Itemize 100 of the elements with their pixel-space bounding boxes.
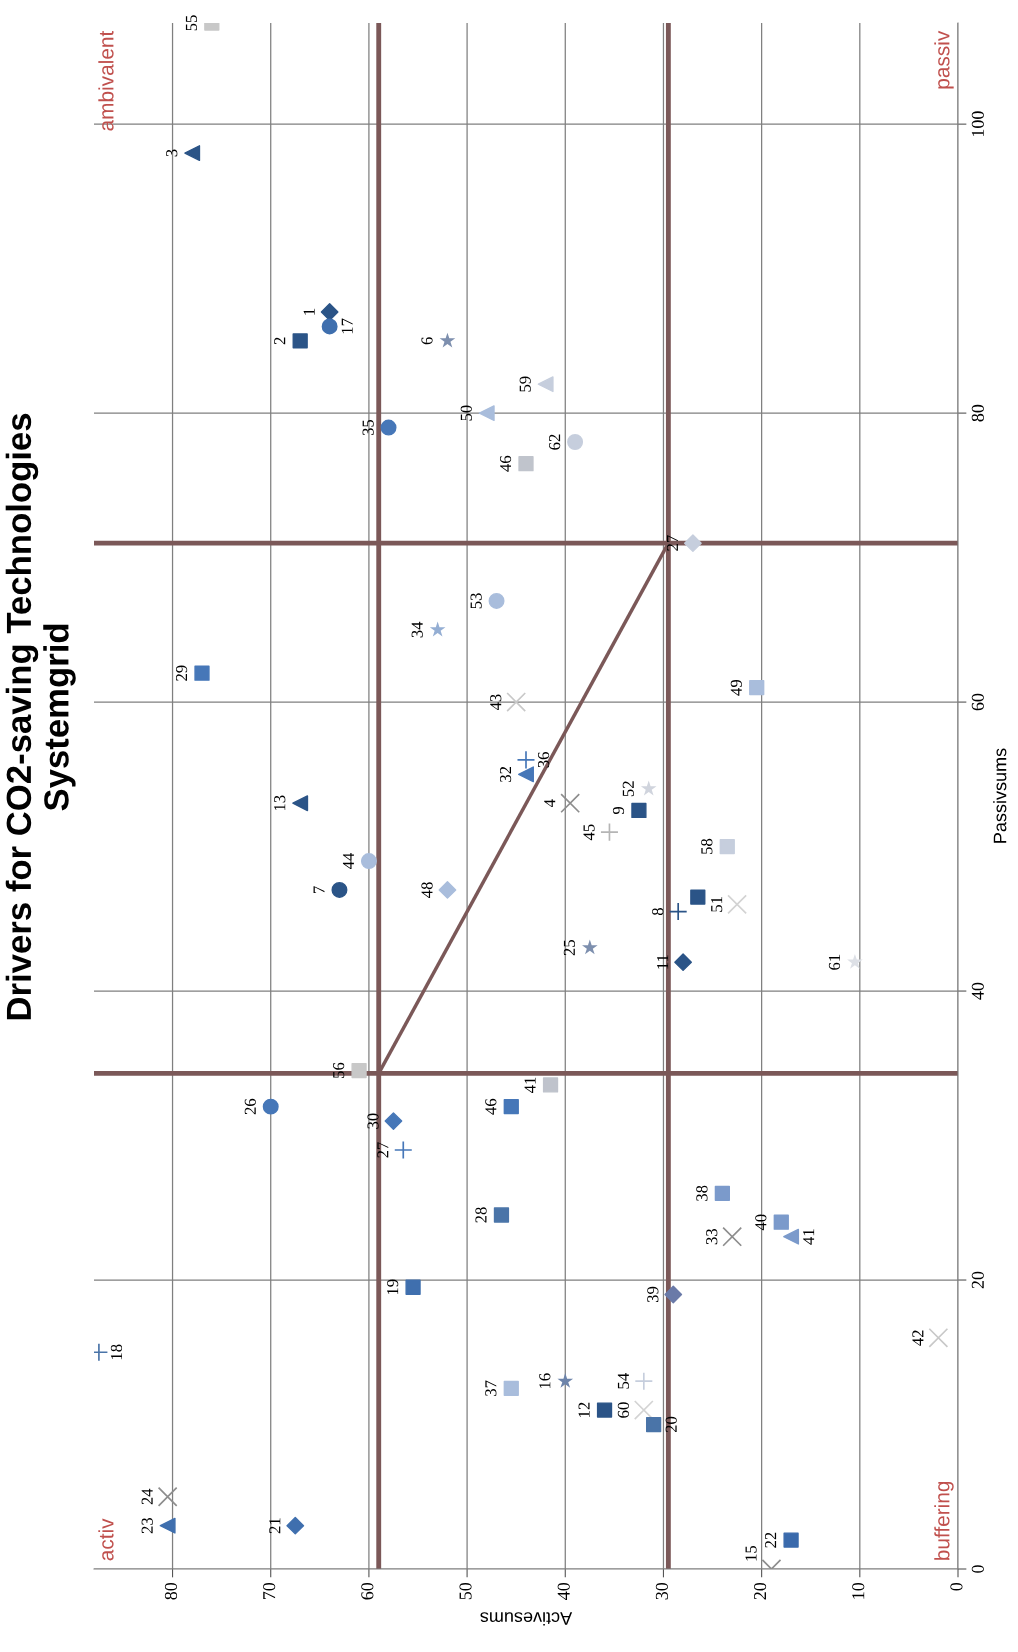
annotation: 21 bbox=[269, 1518, 281, 1534]
annotation: 56 bbox=[333, 1062, 345, 1078]
point bbox=[719, 838, 735, 855]
annotation: 6 bbox=[421, 337, 433, 345]
point bbox=[184, 145, 201, 162]
annotation: 53 bbox=[470, 593, 482, 609]
text: Drivers for CO2-saving Technologies Systemgrid bbox=[5, 413, 76, 1020]
x-tick-label: 0 bbox=[950, 1582, 963, 1591]
point bbox=[727, 894, 747, 915]
point bbox=[683, 534, 702, 553]
point bbox=[157, 1486, 178, 1507]
y-tick-label: 0 bbox=[971, 1565, 984, 1573]
annotation: 58 bbox=[701, 838, 713, 854]
annotation: 48 bbox=[421, 882, 433, 898]
annotation: 2 bbox=[274, 337, 286, 345]
y-tick-label: 100 bbox=[971, 111, 984, 137]
annotation: 46 bbox=[485, 1098, 497, 1115]
point bbox=[292, 795, 309, 812]
annotation: 28 bbox=[475, 1207, 487, 1223]
x-tick-label: 50 bbox=[459, 1582, 472, 1600]
annotation: 20 bbox=[665, 1416, 677, 1433]
annotation: 27 bbox=[666, 535, 678, 551]
annotation: 44 bbox=[342, 852, 354, 870]
annotation: 52 bbox=[622, 781, 634, 797]
point bbox=[783, 1228, 800, 1245]
y-tick-label: 60 bbox=[971, 693, 984, 711]
annotation: 41 bbox=[803, 1229, 815, 1245]
point bbox=[674, 953, 693, 972]
annotation: 45 bbox=[583, 824, 595, 841]
annotation: 62 bbox=[549, 434, 561, 450]
point bbox=[600, 822, 619, 842]
y-tick-label: 20 bbox=[971, 1271, 984, 1289]
x-tick-label: 40 bbox=[557, 1582, 570, 1600]
point bbox=[516, 750, 536, 770]
annotation: 41 bbox=[524, 1077, 536, 1093]
point bbox=[722, 1226, 743, 1247]
point bbox=[928, 1327, 949, 1348]
annotation: 17 bbox=[341, 318, 353, 334]
annotation: 51 bbox=[711, 897, 723, 912]
x-tick-label: 70 bbox=[263, 1582, 276, 1600]
annotation: 19 bbox=[387, 1279, 399, 1295]
annotation: 49 bbox=[730, 679, 742, 696]
annotation: 22 bbox=[765, 1532, 777, 1548]
point bbox=[159, 1517, 176, 1534]
annotation: ambivalent bbox=[98, 30, 114, 131]
x-tick-label: 10 bbox=[852, 1582, 865, 1599]
annotation: 23 bbox=[141, 1517, 153, 1534]
y-tick-label: 40 bbox=[971, 982, 984, 1000]
point bbox=[537, 376, 554, 393]
annotation: 34 bbox=[411, 621, 423, 638]
annotation: 36 bbox=[537, 752, 550, 768]
annotation: 61 bbox=[828, 954, 841, 970]
annotation: 37 bbox=[485, 1380, 497, 1396]
annotation: 1 bbox=[303, 308, 315, 315]
annotation: 29 bbox=[175, 665, 188, 681]
point bbox=[557, 1372, 574, 1388]
annotation: 8 bbox=[652, 908, 664, 916]
point bbox=[320, 303, 339, 321]
point bbox=[847, 953, 863, 969]
annotation: 3 bbox=[166, 149, 178, 157]
point bbox=[582, 939, 598, 955]
point bbox=[773, 1214, 789, 1230]
annotation: buffering bbox=[934, 1481, 954, 1560]
point bbox=[664, 1285, 683, 1304]
annotation: 33 bbox=[706, 1229, 718, 1245]
point bbox=[596, 1402, 613, 1418]
annotation: 15 bbox=[745, 1545, 757, 1561]
point bbox=[640, 780, 657, 796]
annotation: 54 bbox=[617, 1373, 629, 1389]
annotation: 27 bbox=[377, 1142, 389, 1158]
annotation: 42 bbox=[912, 1330, 924, 1346]
annotation: 30 bbox=[367, 1113, 379, 1129]
x-tick-label: 60 bbox=[361, 1582, 374, 1600]
annotation: 32 bbox=[499, 766, 512, 782]
annotation: 55 bbox=[185, 15, 197, 31]
annotation: 16 bbox=[539, 1373, 551, 1389]
point bbox=[633, 1400, 654, 1420]
x-tick-label: 80 bbox=[164, 1582, 178, 1600]
point bbox=[286, 1516, 305, 1535]
annotation: 4 bbox=[544, 799, 556, 808]
annotation: 60 bbox=[617, 1402, 629, 1418]
annotation: activ bbox=[98, 1518, 114, 1561]
point bbox=[783, 1532, 799, 1548]
annotation: 59 bbox=[519, 376, 531, 392]
annotation: 7 bbox=[313, 886, 325, 893]
annotation: 18 bbox=[110, 1344, 123, 1360]
point bbox=[393, 1140, 413, 1160]
annotation: 12 bbox=[578, 1402, 590, 1417]
annotation: passiv bbox=[934, 30, 954, 89]
annotation: 43 bbox=[490, 694, 502, 711]
point bbox=[506, 692, 527, 712]
annotation: 50 bbox=[460, 405, 472, 421]
annotation: 40 bbox=[755, 1214, 767, 1231]
x-axis-title: Activesums bbox=[480, 1612, 573, 1626]
annotation: 38 bbox=[696, 1185, 708, 1201]
annotation: 35 bbox=[362, 419, 374, 436]
x-tick-label: 20 bbox=[753, 1582, 767, 1600]
annotation: 11 bbox=[657, 955, 669, 969]
y-axis-title: Passivsums bbox=[993, 748, 1007, 843]
annotation: 24 bbox=[141, 1488, 153, 1505]
